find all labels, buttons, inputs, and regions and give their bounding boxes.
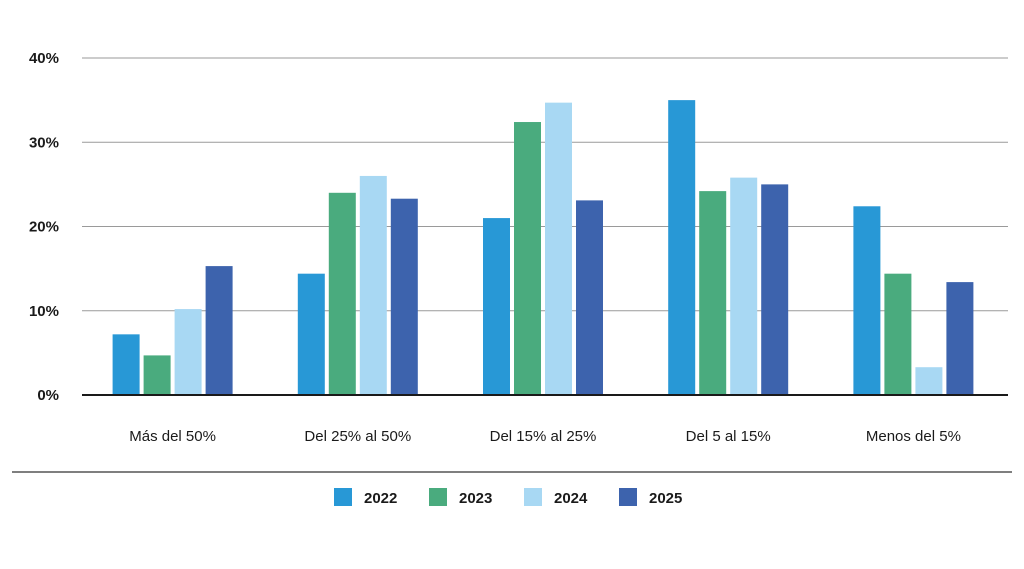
bar-2024 [545,102,572,395]
bar-2024 [359,175,387,395]
bar-2024 [730,177,758,395]
y-tick-label: 0% [37,387,59,404]
bar-2022 [112,334,140,395]
bar-2025 [205,266,233,395]
x-category-label: Del 25% al 50% [304,428,411,445]
legend-swatch-2025 [619,488,637,506]
y-tick-label: 10% [29,303,59,320]
bar-2023 [143,355,171,395]
bar-2024 [915,367,943,395]
y-tick-label: 40% [29,50,59,67]
bar-2025 [761,184,789,395]
bar-2024 [174,309,202,395]
bar-2023 [514,122,541,395]
bar-2022 [297,273,325,395]
legend-label: 2025 [649,490,682,507]
y-axis-ticks: 0% 10% 20% 30% 40% [29,50,59,404]
y-tick-label: 20% [29,219,59,236]
x-category-label: Más del 50% [129,428,216,445]
x-category-label: Del 5 al 15% [686,428,771,445]
x-axis-categories: Más del 50% Del 25% al 50% Del 15% al 25% D… [129,428,961,445]
bar-2025 [576,200,603,395]
legend-label: 2024 [554,490,588,507]
legend-swatch-2022 [334,488,352,506]
bar-2025 [390,198,418,395]
legend-swatch-2023 [429,488,447,506]
bar-2023 [884,273,912,395]
x-category-label: Del 15% al 25% [490,428,597,445]
bar-2023 [328,192,356,395]
y-tick-label: 30% [29,134,59,151]
legend: 2022 2023 2024 2025 [334,488,682,507]
bar-2022 [853,206,881,395]
bar-2022 [668,100,696,395]
x-category-label: Menos del 5% [866,428,961,445]
bars [112,100,974,395]
legend-label: 2023 [459,490,492,507]
bar-2023 [699,191,727,395]
bar-2022 [483,218,510,395]
bar-2025 [946,282,974,395]
legend-label: 2022 [364,490,397,507]
legend-swatch-2024 [524,488,542,506]
